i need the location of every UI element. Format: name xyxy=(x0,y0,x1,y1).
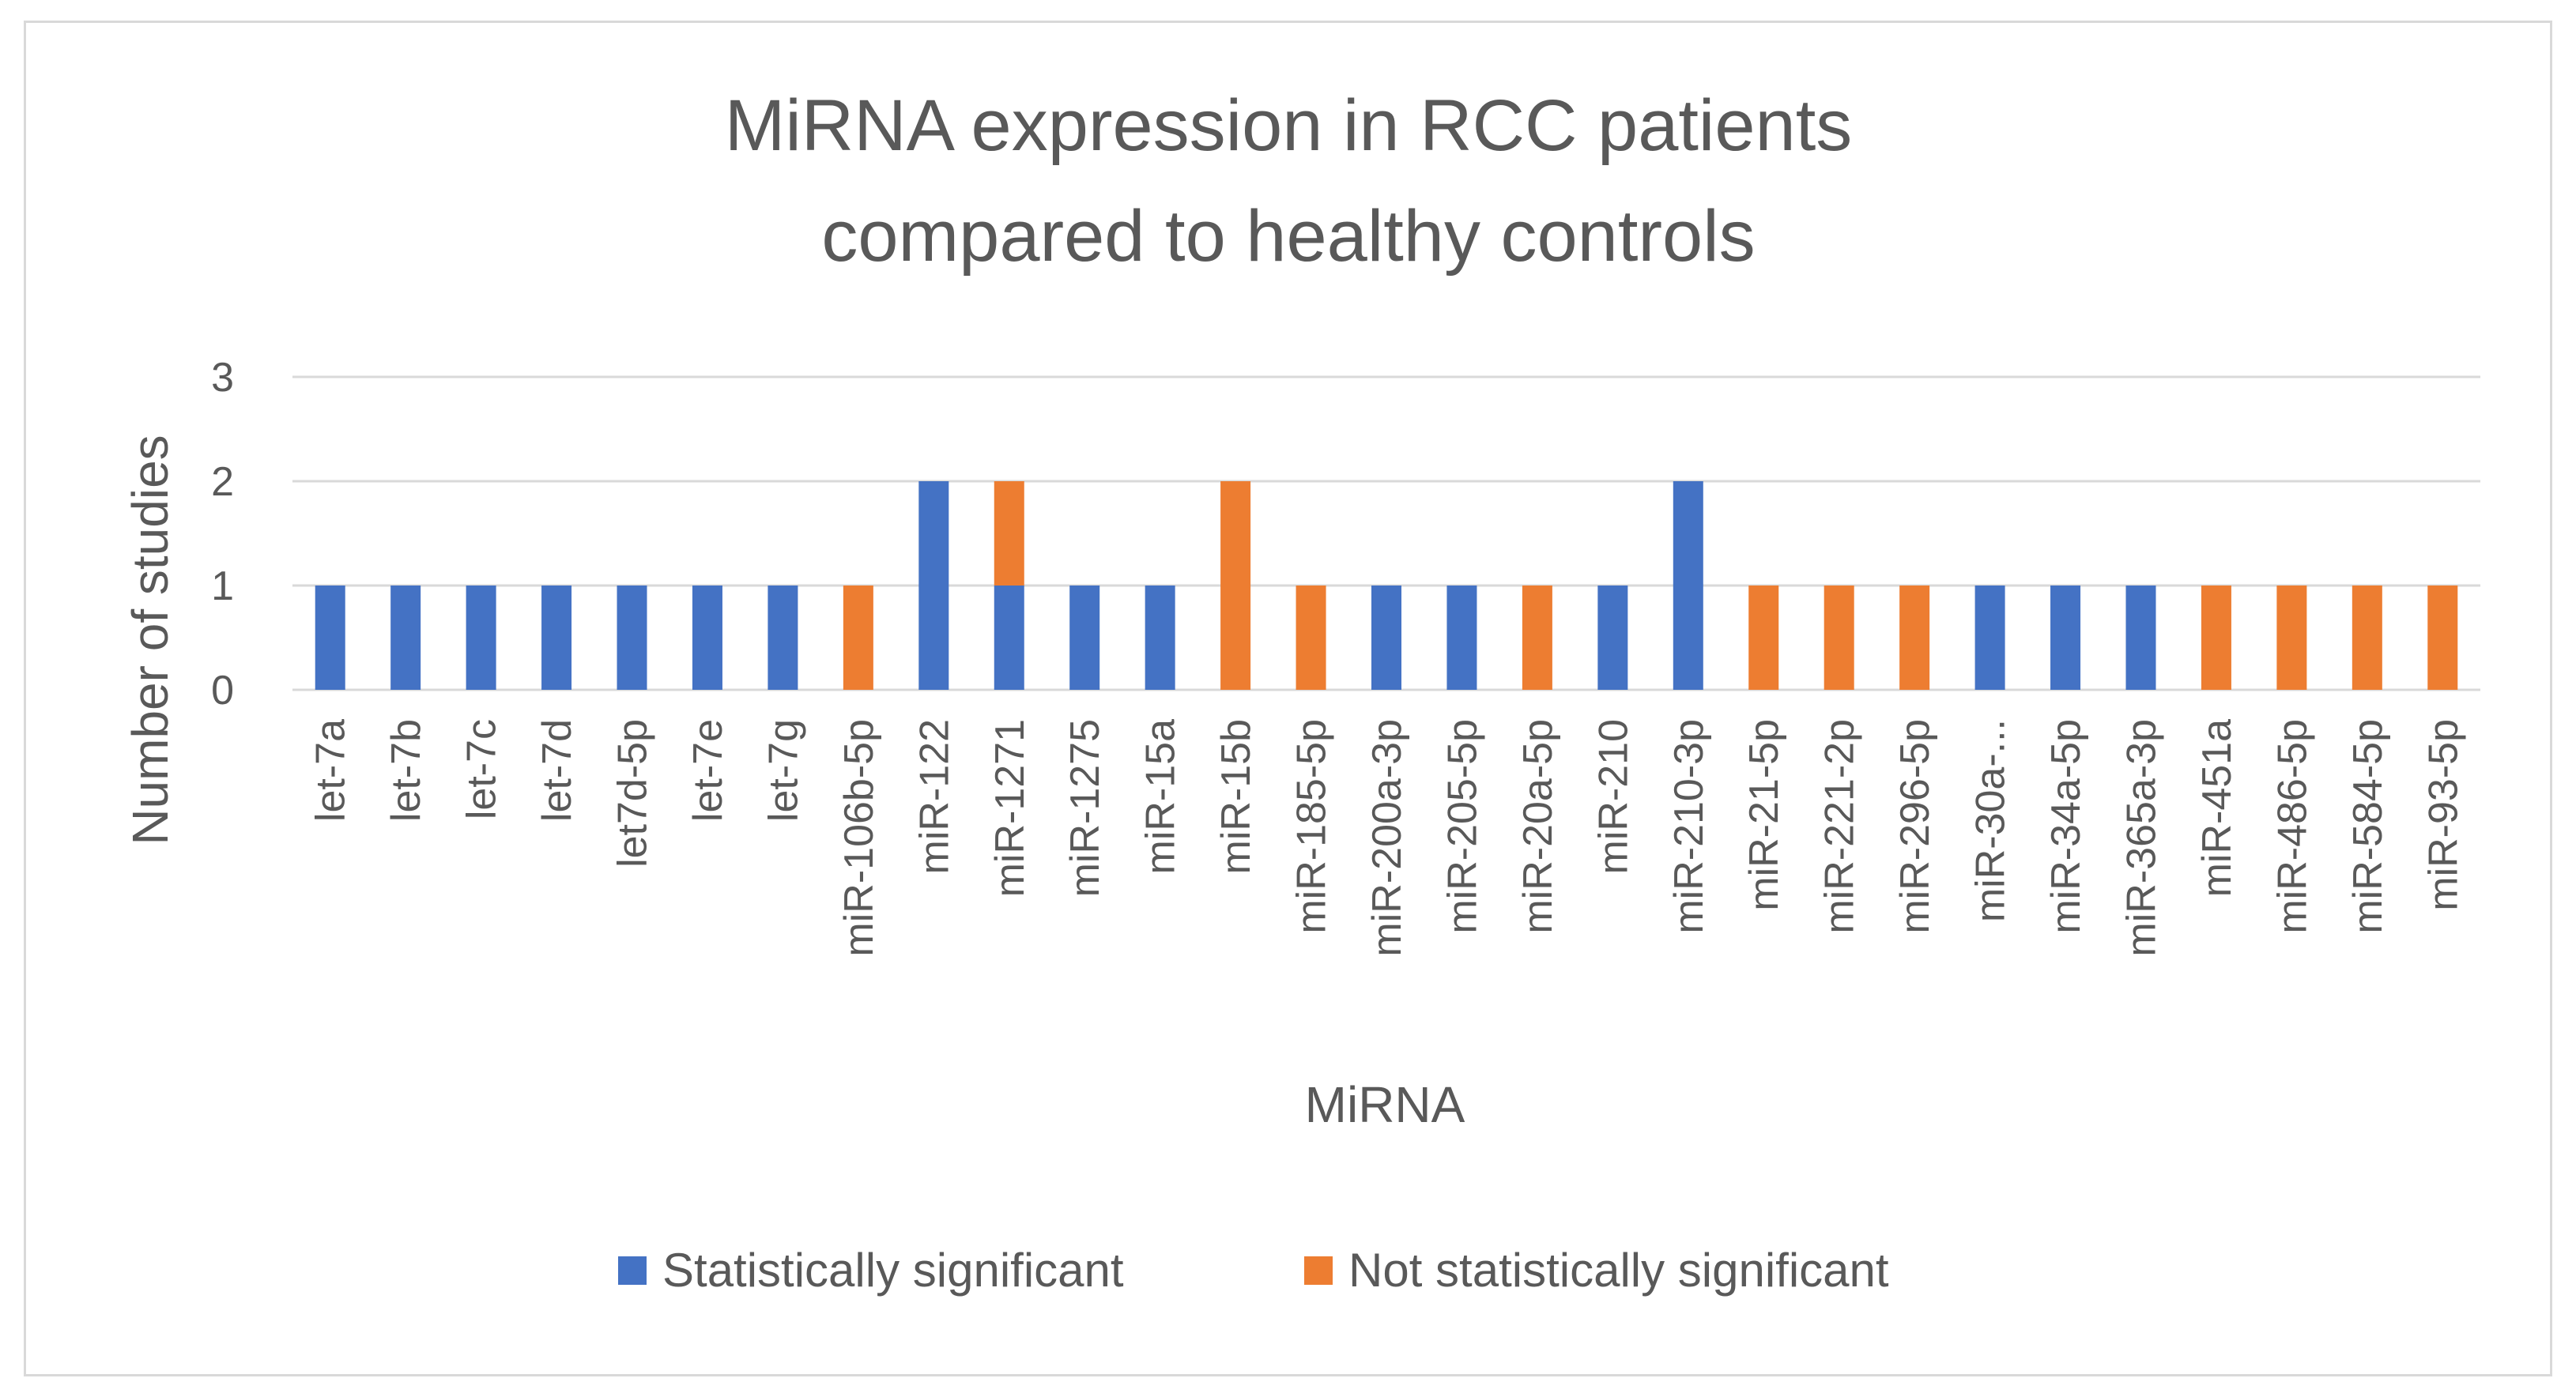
bar-mir-15b-series-2 xyxy=(1220,481,1251,690)
bar-let-7b-series-1 xyxy=(390,586,421,690)
y-axis-title: Number of studies xyxy=(122,435,179,845)
bar-mir-1271-series-2 xyxy=(994,481,1024,586)
bar-mir-34a-5p-series-1 xyxy=(2050,586,2081,690)
bars xyxy=(315,481,2458,690)
legend: Statistically significant Not statistical… xyxy=(618,1244,1889,1297)
y-axis-ticks: 0 1 2 3 xyxy=(211,355,234,714)
bar-mir-584-5p-series-2 xyxy=(2352,586,2382,690)
legend-swatch-1 xyxy=(618,1256,647,1285)
chart-title-line-2: compared to healthy controls xyxy=(821,196,1755,277)
chart-title-line-1: MiRNA expression in RCC patients xyxy=(725,85,1853,166)
x-tick-label: miR-34a-5p xyxy=(2043,719,2089,934)
bar-mir-365a-3p-series-1 xyxy=(2125,586,2156,690)
bar-let-7c-series-1 xyxy=(466,586,496,690)
x-tick-label: miR-584-5p xyxy=(2345,719,2391,934)
x-tick-label: let-7d xyxy=(534,719,580,822)
bar-mir-21-5p-series-2 xyxy=(1748,586,1779,690)
bar-let-7e-series-1 xyxy=(692,586,722,690)
bar-let-7a-series-1 xyxy=(315,586,345,690)
bar-mir-296-5p-series-2 xyxy=(1899,586,1930,690)
x-tick-label: miR-296-5p xyxy=(1892,719,1938,934)
x-tick-label: miR-122 xyxy=(911,719,957,875)
y-tick-label: 2 xyxy=(211,459,234,505)
x-tick-label: miR-205-5p xyxy=(1439,719,1485,934)
chart-frame xyxy=(24,21,2552,1376)
bar-mir-210-series-1 xyxy=(1597,586,1628,690)
x-tick-label: miR-221-2p xyxy=(1817,719,1863,934)
bar-mir-1271-series-1 xyxy=(994,586,1024,690)
x-tick-label: miR-93-5p xyxy=(2420,719,2466,911)
x-tick-label: miR-451a xyxy=(2194,719,2240,897)
x-tick-label: let-7b xyxy=(383,719,429,822)
bar-mir-20a-5p-series-2 xyxy=(1522,586,1552,690)
x-tick-label: let-7g xyxy=(760,719,806,822)
x-tick-label: miR-1271 xyxy=(987,719,1033,897)
legend-label-1: Statistically significant xyxy=(662,1244,1124,1297)
bar-let-7g-series-1 xyxy=(768,586,798,690)
x-tick-label: miR-30a-... xyxy=(1968,719,2014,922)
legend-label-2: Not statistically significant xyxy=(1348,1244,1889,1297)
x-tick-label: miR-210 xyxy=(1590,719,1636,875)
x-axis-ticks: let-7a let-7b let-7c let-7d let7d-5p let-7e le… xyxy=(308,719,2467,957)
x-tick-label: miR-1275 xyxy=(1062,719,1108,897)
y-tick-label: 1 xyxy=(211,563,234,609)
legend-swatch-2 xyxy=(1304,1256,1333,1285)
y-tick-label: 3 xyxy=(211,355,234,401)
bar-mir-106b-5p-series-2 xyxy=(843,586,873,690)
bar-mir-1275-series-1 xyxy=(1069,586,1100,690)
x-tick-label: let-7c xyxy=(459,719,505,819)
x-tick-label: miR-21-5p xyxy=(1741,719,1787,911)
x-tick-label: let7d-5p xyxy=(610,719,656,868)
bar-mir-205-5p-series-1 xyxy=(1446,586,1477,690)
x-tick-label: let-7a xyxy=(308,719,354,822)
x-axis-title: MiRNA xyxy=(1305,1076,1465,1133)
y-tick-label: 0 xyxy=(211,668,234,714)
x-tick-label: miR-20a-5p xyxy=(1515,719,1561,934)
x-tick-label: miR-15b xyxy=(1213,719,1259,875)
x-tick-label: miR-200a-3p xyxy=(1364,719,1410,957)
x-tick-label: miR-15a xyxy=(1138,719,1184,875)
bar-mir-221-2p-series-2 xyxy=(1824,586,1854,690)
bar-let-7d-series-1 xyxy=(541,586,572,690)
bar-mir-185-5p-series-2 xyxy=(1296,586,1326,690)
x-tick-label: miR-365a-3p xyxy=(2118,719,2164,957)
x-tick-label: miR-210-3p xyxy=(1666,719,1712,934)
bar-mir-122-series-1 xyxy=(918,481,949,690)
bar-mir-15a-series-1 xyxy=(1145,586,1175,690)
bar-mir-200a-3p-series-1 xyxy=(1371,586,1401,690)
bar-let7d-5p-series-1 xyxy=(617,586,647,690)
chart-title: MiRNA expression in RCC patients compare… xyxy=(725,85,1853,277)
bar-mir-486-5p-series-2 xyxy=(2276,586,2307,690)
bar-mir-30a-series-1 xyxy=(1974,586,2005,690)
bar-mir-210-3p-series-1 xyxy=(1673,481,1703,690)
x-tick-label: miR-106b-5p xyxy=(836,719,882,957)
bar-mir-93-5p-series-2 xyxy=(2427,586,2458,690)
x-tick-label: miR-185-5p xyxy=(1289,719,1335,934)
x-tick-label: let-7e xyxy=(685,719,731,822)
bar-mir-451a-series-2 xyxy=(2201,586,2231,690)
x-tick-label: miR-486-5p xyxy=(2269,719,2315,934)
